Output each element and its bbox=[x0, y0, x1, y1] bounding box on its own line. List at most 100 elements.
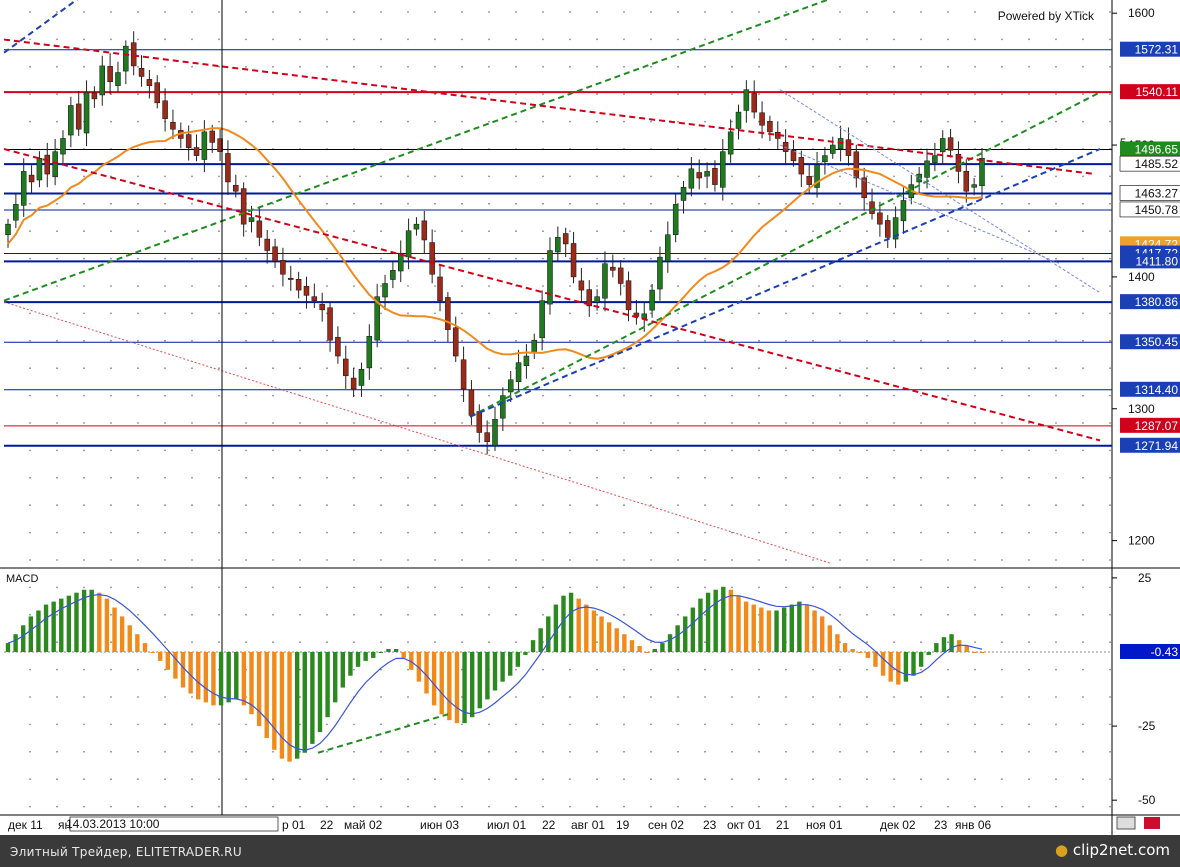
grid-dot bbox=[623, 257, 625, 260]
grid-dot bbox=[83, 367, 85, 370]
blue-trendline-left bbox=[3, 0, 79, 54]
grid-dot bbox=[299, 586, 301, 589]
grid-dot bbox=[299, 93, 301, 96]
grid-dot bbox=[785, 805, 787, 808]
grid-dot bbox=[596, 559, 598, 561]
macd-bar bbox=[781, 607, 787, 652]
grid-dot bbox=[380, 394, 382, 397]
grid-dot bbox=[974, 668, 976, 671]
price-line-value: 1463.27 bbox=[1135, 186, 1179, 200]
grid-dot bbox=[56, 285, 58, 287]
grid-dot bbox=[974, 750, 976, 753]
candle-body bbox=[28, 174, 35, 183]
price-line-value: 1314.40 bbox=[1135, 383, 1179, 397]
candle-body bbox=[539, 300, 545, 339]
macd-bar bbox=[81, 589, 87, 652]
candle-body bbox=[445, 297, 451, 330]
grid-dot bbox=[812, 257, 814, 260]
candle-body bbox=[845, 139, 852, 156]
grid-dot bbox=[974, 11, 976, 13]
macd-bar bbox=[858, 651, 863, 653]
macd-bar bbox=[812, 610, 817, 652]
grid-dot bbox=[812, 120, 814, 123]
grid-dot bbox=[758, 339, 760, 342]
grid-dot bbox=[461, 285, 463, 287]
grid-dot bbox=[623, 805, 625, 808]
grid-dot bbox=[515, 120, 517, 123]
grid-dot bbox=[1055, 38, 1057, 41]
grid-dot bbox=[542, 285, 544, 287]
grid-dot bbox=[1082, 805, 1084, 808]
grid-dot bbox=[245, 641, 247, 644]
grid-dot bbox=[56, 723, 58, 726]
grid-dot bbox=[1001, 339, 1003, 342]
grid-dot bbox=[245, 504, 247, 507]
grid-dot bbox=[1001, 476, 1003, 479]
grid-dot bbox=[866, 285, 868, 287]
grid-dot bbox=[1109, 531, 1111, 534]
price-chart-canvas[interactable]: 1600150014001300120051572.311540.111496.… bbox=[0, 0, 1180, 835]
grid-dot bbox=[299, 367, 301, 370]
candle-body bbox=[476, 411, 483, 433]
grid-dot bbox=[1109, 285, 1111, 287]
grid-dot bbox=[191, 476, 193, 479]
candle-body bbox=[146, 79, 153, 86]
grid-dot bbox=[191, 202, 193, 205]
grid-dot bbox=[623, 38, 625, 41]
grid-dot bbox=[272, 230, 274, 233]
grid-dot bbox=[677, 312, 679, 315]
grid-dot bbox=[893, 422, 895, 424]
grid-dot bbox=[110, 422, 112, 424]
grid-dot bbox=[380, 422, 382, 424]
grid-dot bbox=[650, 778, 652, 781]
price-line-box bbox=[1120, 41, 1180, 57]
macd-bar bbox=[546, 616, 551, 652]
macd-bar bbox=[690, 607, 696, 652]
footer-logo-text: clip2net.com bbox=[1072, 841, 1170, 859]
grid-dot bbox=[1109, 641, 1111, 644]
grid-dot bbox=[29, 750, 31, 753]
candle-body bbox=[248, 217, 255, 222]
candle-body bbox=[366, 335, 373, 369]
time-axis-label: ноя 01 bbox=[806, 818, 843, 832]
grid-dot bbox=[164, 38, 166, 41]
grid-dot bbox=[920, 723, 922, 726]
grid-dot bbox=[623, 476, 625, 479]
grid-dot bbox=[677, 285, 679, 287]
grid-dot bbox=[272, 93, 274, 96]
grid-dot bbox=[812, 422, 814, 424]
grid-dot bbox=[488, 230, 490, 233]
grid-dot bbox=[245, 723, 247, 726]
grid-dot bbox=[299, 175, 301, 178]
grid-dot bbox=[434, 805, 436, 808]
grid-dot bbox=[785, 559, 787, 561]
candle-body bbox=[500, 395, 506, 419]
grid-dot bbox=[704, 613, 706, 616]
grid-dot bbox=[758, 257, 760, 260]
candle-body bbox=[814, 164, 820, 188]
grid-dot bbox=[1082, 778, 1084, 781]
grid-dot bbox=[110, 696, 112, 698]
grid-dot bbox=[1109, 65, 1111, 68]
grid-dot bbox=[596, 257, 598, 260]
grid-dot bbox=[650, 531, 652, 534]
candle-body bbox=[413, 223, 420, 230]
grid-dot bbox=[596, 696, 598, 698]
grid-dot bbox=[947, 285, 949, 287]
macd-bar bbox=[972, 651, 977, 653]
clip2net-logo[interactable]: ● clip2net.com bbox=[1055, 841, 1170, 859]
candle-body bbox=[170, 122, 176, 130]
grid-dot bbox=[785, 394, 787, 397]
grid-dot bbox=[596, 38, 598, 41]
grid-dot bbox=[677, 422, 679, 424]
grid-dot bbox=[110, 11, 112, 13]
grid-dot bbox=[1082, 120, 1084, 123]
grid-dot bbox=[1082, 641, 1084, 644]
grid-dot bbox=[191, 586, 193, 589]
grid-dot bbox=[839, 394, 841, 397]
grid-dot bbox=[947, 696, 949, 698]
grid-dot bbox=[515, 11, 517, 13]
grid-dot bbox=[272, 805, 274, 808]
grid-dot bbox=[893, 805, 895, 808]
